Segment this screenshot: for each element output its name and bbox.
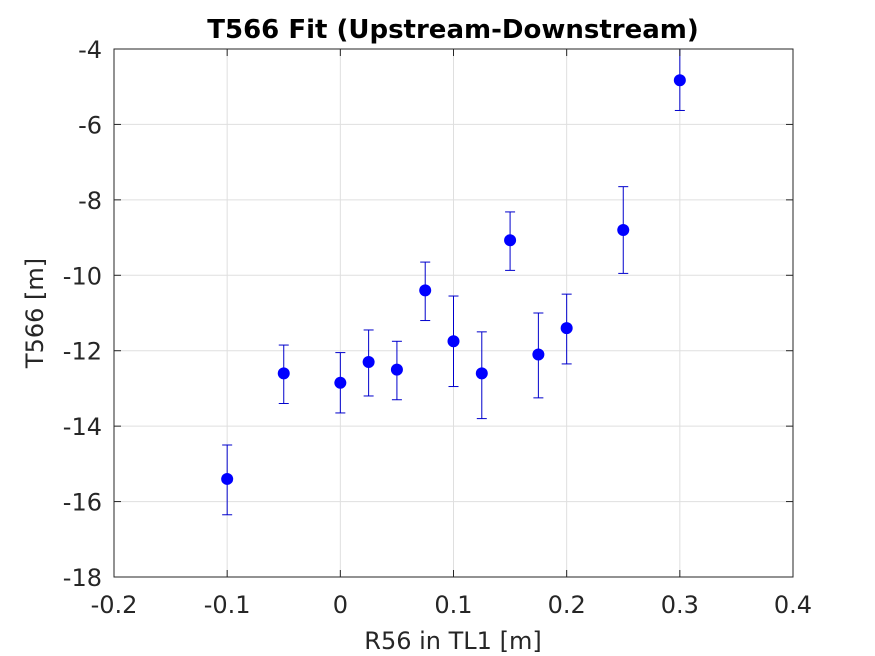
x-tick-label: -0.2 [91,591,138,619]
data-point [475,367,488,380]
y-tick-labels: -18 -16 -14 -12 -10 -8 -6 -4 [63,36,102,592]
data-point [560,322,573,335]
x-tick-label: 0.4 [774,591,812,619]
x-tick-label: 0.1 [434,591,472,619]
y-tick-label: -6 [78,111,102,139]
y-tick-label: -18 [63,564,102,592]
data-point [447,335,460,348]
axis-ticks [113,48,794,578]
x-tick-label: 0.2 [548,591,586,619]
data-point [390,363,403,376]
data-point [277,367,290,380]
data-point [617,224,630,237]
data-point [532,348,545,361]
y-tick-label: -16 [63,489,102,517]
x-tick-label: 0 [333,591,348,619]
x-tick-labels: -0.2 -0.1 0 0.1 0.2 0.3 0.4 [91,591,813,619]
x-tick-label: 0.3 [661,591,699,619]
data-point [221,472,234,485]
data-point [419,284,432,297]
data-point [504,234,517,247]
x-axis-label: R56 in TL1 [m] [364,627,541,655]
data-points [221,74,686,485]
data-point [362,356,375,369]
chart-title: T566 Fit (Upstream-Downstream) [207,15,698,45]
y-tick-label: -14 [63,413,102,441]
y-tick-label: -12 [63,338,102,366]
y-axis-label: T566 [m] [21,258,49,369]
x-tick-label: -0.1 [204,591,251,619]
y-tick-label: -4 [78,36,102,64]
data-point [673,74,686,87]
y-tick-label: -10 [63,262,102,290]
data-point [334,376,347,389]
y-tick-label: -8 [78,187,102,215]
